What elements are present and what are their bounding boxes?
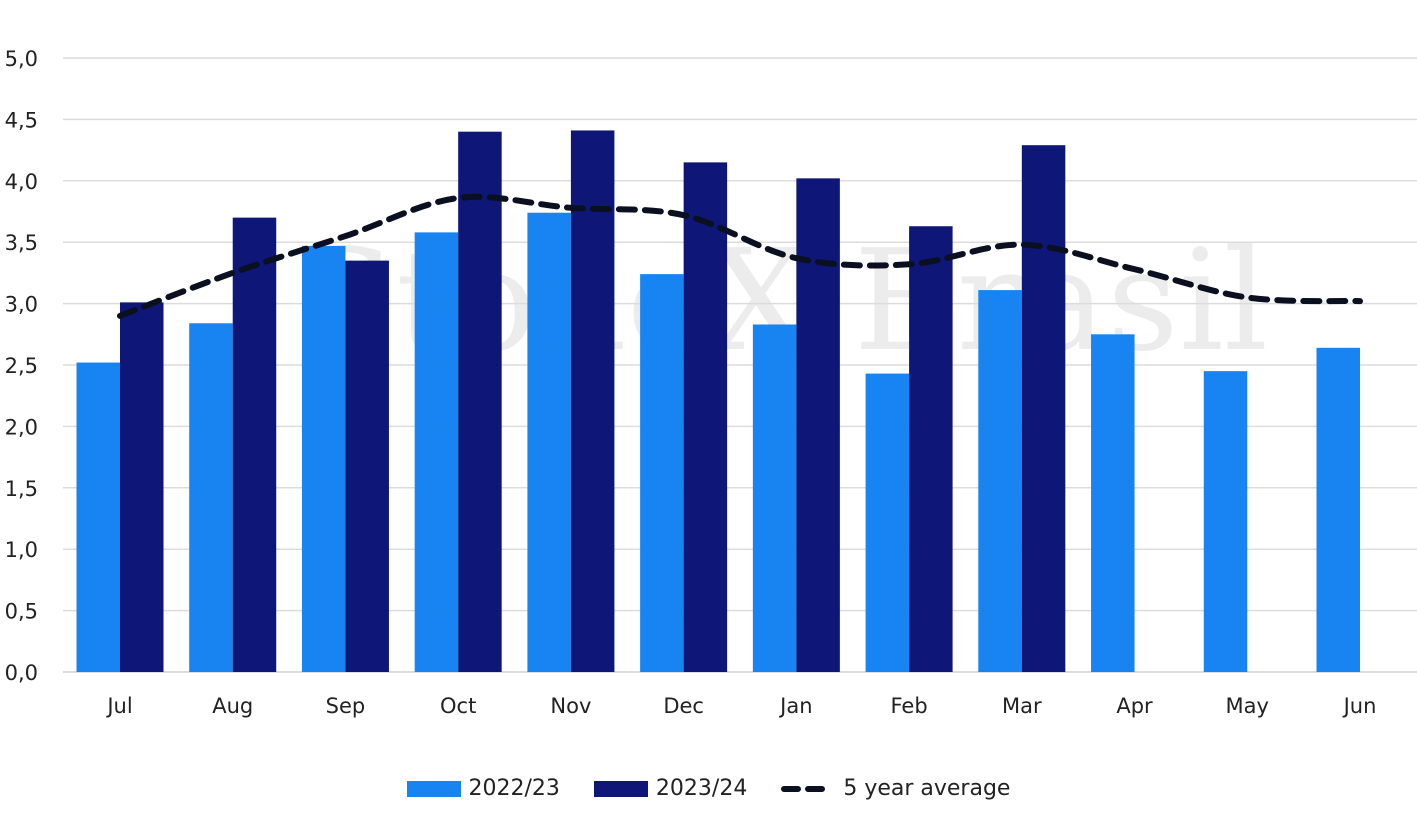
bar-2022-23: [752, 324, 797, 672]
y-tick-label: 0,5: [5, 600, 38, 624]
bar-2022-23: [301, 245, 346, 672]
bar-2023-24: [345, 260, 389, 672]
y-tick-label: 5,0: [5, 47, 38, 71]
bar-2023-24: [683, 162, 728, 672]
bar-2022-23: [1316, 347, 1360, 672]
legend-swatch-5-year-average: [781, 781, 836, 797]
y-tick-label: 4,0: [5, 170, 38, 194]
x-tick-label: Jan: [778, 694, 812, 718]
bar-2022-23: [1091, 334, 1135, 672]
x-tick-label: Nov: [550, 694, 591, 718]
legend-swatch-2022-23: [406, 780, 461, 797]
bar-2023-24: [120, 302, 164, 672]
bar-2023-24: [458, 131, 502, 672]
legend-label-2022-23: 2022/23: [468, 776, 560, 801]
y-axis-ticks: 0,0 0,5 1,0 1,5 2,0 2,5 3,0 3,5 4,0 4,5 5,0: [5, 47, 38, 685]
y-tick-label: 1,5: [5, 477, 38, 501]
legend: 2022/23 2023/24 5 year average: [0, 776, 1417, 801]
x-tick-label: Apr: [1116, 694, 1153, 718]
x-tick-label: Dec: [663, 694, 704, 718]
legend-item-5-year-average: 5 year average: [781, 776, 1010, 801]
x-tick-label: Sep: [326, 694, 366, 718]
legend-label-5-year-average: 5 year average: [843, 776, 1011, 801]
bar-2022-23: [865, 373, 910, 672]
x-tick-label: Jul: [105, 694, 132, 718]
y-tick-label: 3,5: [5, 231, 38, 255]
bar-2022-23: [640, 274, 684, 672]
legend-item-2022-23: 2022/23: [406, 776, 560, 801]
y-tick-label: 0,0: [5, 661, 38, 685]
gridlines: [63, 57, 1417, 673]
y-tick-label: 1,0: [5, 538, 38, 562]
x-tick-label: Aug: [212, 694, 253, 718]
bar-2022-23: [76, 362, 120, 672]
x-tick-label: Feb: [890, 694, 927, 718]
legend-swatch-2023-24: [593, 780, 648, 797]
bars: [76, 130, 1360, 673]
bar-2022-23: [978, 290, 1022, 672]
x-tick-label: Oct: [440, 694, 476, 718]
bar-2022-23: [1203, 371, 1248, 672]
bar-2022-23: [189, 323, 233, 672]
bar-2023-24: [796, 178, 840, 672]
legend-label-2023-24: 2023/24: [655, 776, 748, 801]
x-axis-ticks: Jul Aug Sep Oct Nov Dec Jan Feb Mar Apr May Jun: [105, 694, 1376, 718]
x-tick-label: Jun: [1342, 694, 1377, 718]
bar-2022-23: [527, 212, 571, 672]
bar-2023-24: [909, 226, 953, 672]
x-tick-label: Mar: [1002, 694, 1042, 718]
y-tick-label: 3,0: [5, 293, 38, 317]
bar-2023-24: [1021, 145, 1066, 673]
y-tick-label: 4,5: [5, 108, 38, 132]
bar-2023-24: [232, 217, 277, 672]
y-tick-label: 2,5: [5, 354, 38, 378]
legend-item-2023-24: 2023/24: [593, 776, 748, 801]
y-tick-label: 2,0: [5, 415, 38, 439]
bar-2022-23: [414, 232, 459, 672]
x-tick-label: May: [1226, 694, 1269, 718]
bar-2023-24: [570, 130, 615, 672]
